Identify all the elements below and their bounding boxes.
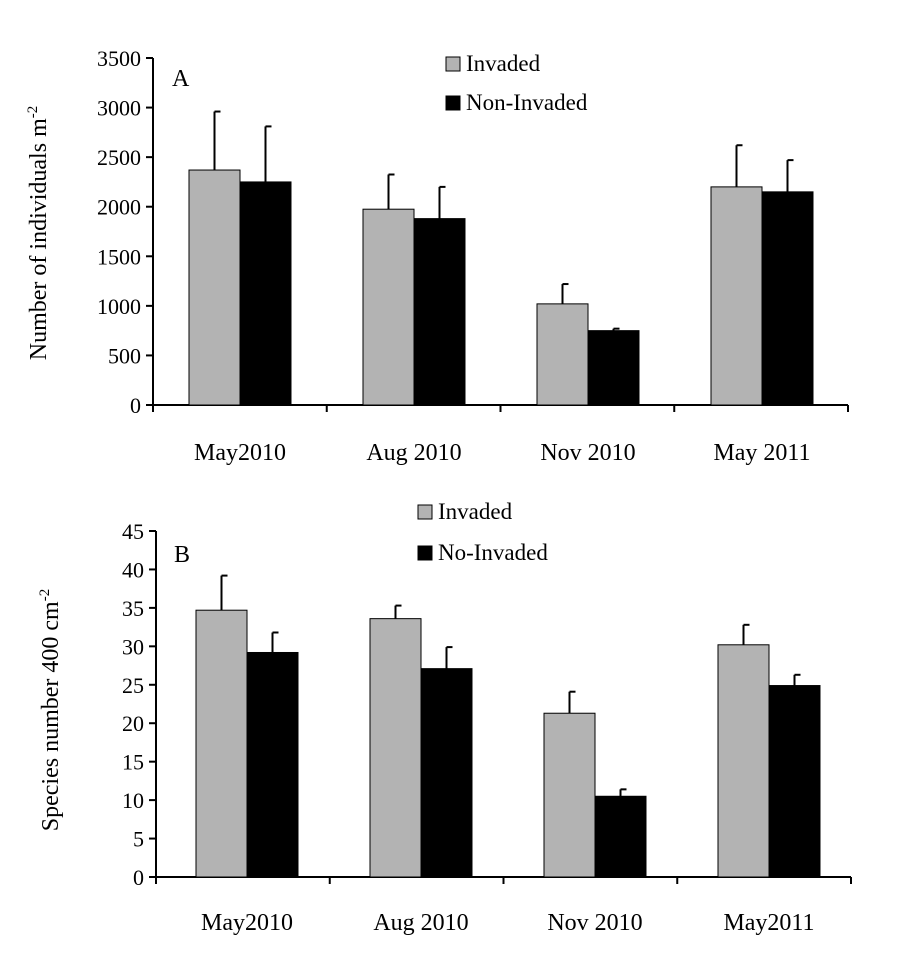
y-tick-label: 5 xyxy=(133,827,144,852)
category-label: Nov 2010 xyxy=(547,910,642,936)
y-axis-title-superscript: -2 xyxy=(25,106,41,119)
y-tick-label: 3000 xyxy=(97,96,141,121)
category-label: May 2011 xyxy=(713,440,810,466)
y-tick-label: 0 xyxy=(133,865,144,890)
panel-a-chart: 0 500 1000 1500 2000 2500 3000 3500 May2010 Aug 2… xyxy=(25,46,849,466)
bar-non-invaded xyxy=(761,191,814,406)
legend-label: Invaded xyxy=(438,499,513,524)
y-tick-label: 40 xyxy=(122,557,144,582)
legend-label: No-Invaded xyxy=(438,540,548,565)
y-tick-label: 1000 xyxy=(97,294,141,319)
legend-swatch xyxy=(445,95,461,111)
category-label: Aug 2010 xyxy=(366,440,461,466)
bar-invaded xyxy=(362,208,415,406)
y-tick-label: 25 xyxy=(122,673,144,698)
category-label: May2010 xyxy=(201,910,293,936)
bar-invaded xyxy=(536,303,589,406)
bar-non-invaded xyxy=(587,330,640,406)
panel-letter: B xyxy=(174,542,190,568)
bar-non-invaded xyxy=(768,685,821,878)
y-axis-title: Number of individuals m-2 xyxy=(25,106,52,360)
y-tick-label: 0 xyxy=(130,393,141,418)
bar-invaded xyxy=(195,609,248,878)
y-tick-label: 10 xyxy=(122,788,144,813)
bar-non-invaded xyxy=(413,218,466,406)
legend-swatch xyxy=(445,56,461,72)
y-tick-label: 2000 xyxy=(97,195,141,220)
y-tick-label: 500 xyxy=(108,343,141,368)
y-tick-label: 3500 xyxy=(97,46,141,71)
y-tick-label: 30 xyxy=(122,634,144,659)
category-label: May2011 xyxy=(723,910,814,936)
bar-invaded xyxy=(543,712,596,878)
y-axis-title-text: Species number 400 cm xyxy=(38,601,64,831)
panel-letter: A xyxy=(172,66,190,92)
y-tick-label: 20 xyxy=(122,711,144,736)
category-label: Aug 2010 xyxy=(373,910,468,936)
category-label: Nov 2010 xyxy=(540,440,635,466)
y-tick-label: 15 xyxy=(122,750,144,775)
legend-label: Non-Invaded xyxy=(466,90,588,115)
y-axis-title: Species number 400 cm-2 xyxy=(37,589,64,831)
bar-non-invaded xyxy=(594,795,647,878)
legend-swatch xyxy=(417,504,433,520)
bar-non-invaded xyxy=(246,651,299,878)
legend-swatch xyxy=(417,545,433,561)
bar-invaded xyxy=(369,618,422,878)
bar-invaded xyxy=(710,186,763,406)
bar-invaded xyxy=(717,644,770,878)
bar-non-invaded xyxy=(239,181,292,406)
y-tick-label: 45 xyxy=(122,519,144,544)
legend-label: Invaded xyxy=(466,51,541,76)
panel-b-chart: 0 5 10 15 20 25 30 35 40 45 May2010 Aug 2010 Nov 201… xyxy=(37,499,852,936)
y-tick-label: 2500 xyxy=(97,145,141,170)
y-axis-title-superscript: -2 xyxy=(37,589,53,602)
y-axis-title-text: Number of individuals m xyxy=(26,118,52,360)
category-label: May2010 xyxy=(194,440,286,466)
bar-non-invaded xyxy=(420,668,473,878)
bar-invaded xyxy=(188,169,241,406)
y-tick-label: 35 xyxy=(122,596,144,621)
y-tick-label: 1500 xyxy=(97,244,141,269)
